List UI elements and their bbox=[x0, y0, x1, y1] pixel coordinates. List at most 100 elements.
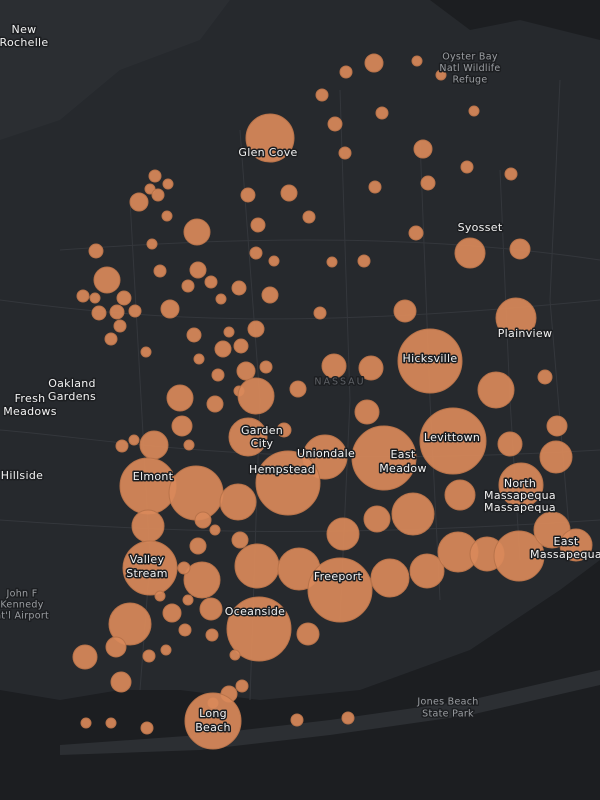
marker bbox=[327, 116, 343, 132]
marker bbox=[128, 434, 140, 446]
place-label: Garden bbox=[241, 424, 283, 437]
marker bbox=[214, 340, 232, 358]
place-label: North bbox=[504, 477, 536, 490]
marker bbox=[460, 160, 474, 174]
marker bbox=[205, 628, 219, 642]
marker bbox=[326, 517, 360, 551]
marker bbox=[168, 465, 224, 521]
place-label: nt'l Airport bbox=[0, 611, 49, 622]
marker bbox=[393, 299, 417, 323]
barrier-island bbox=[60, 670, 600, 755]
place-label: Meadow bbox=[379, 462, 427, 475]
place-label: Levittown bbox=[424, 431, 480, 444]
marker bbox=[204, 275, 218, 289]
marker bbox=[89, 292, 101, 304]
marker bbox=[151, 188, 165, 202]
marker bbox=[509, 238, 531, 260]
marker bbox=[183, 561, 221, 599]
marker bbox=[231, 280, 247, 296]
marker bbox=[363, 505, 391, 533]
marker bbox=[110, 671, 132, 693]
marker bbox=[144, 183, 156, 195]
marker bbox=[209, 524, 221, 536]
marker bbox=[409, 553, 445, 589]
marker bbox=[247, 320, 265, 338]
marker bbox=[116, 290, 132, 306]
marker bbox=[413, 139, 433, 159]
place-label: Rochelle bbox=[0, 36, 48, 49]
marker bbox=[72, 644, 98, 670]
place-label: Plainview bbox=[498, 327, 553, 340]
marker bbox=[181, 279, 195, 293]
marker bbox=[119, 457, 177, 515]
marker bbox=[148, 169, 162, 183]
marker bbox=[495, 297, 537, 339]
marker bbox=[497, 431, 523, 457]
place-label: Syosset bbox=[458, 221, 503, 234]
marker bbox=[546, 415, 568, 437]
marker bbox=[178, 623, 192, 637]
place-label: Freeport bbox=[314, 570, 363, 583]
place-label: Gardens bbox=[48, 390, 96, 403]
marker bbox=[307, 557, 373, 623]
marker bbox=[131, 509, 165, 543]
place-label: Hillside bbox=[1, 469, 43, 482]
marker bbox=[183, 439, 195, 451]
marker bbox=[375, 106, 389, 120]
marker bbox=[559, 528, 593, 562]
marker bbox=[339, 65, 353, 79]
marker bbox=[206, 395, 224, 413]
marker bbox=[189, 261, 207, 279]
marker bbox=[183, 218, 211, 246]
marker bbox=[186, 327, 202, 343]
marker bbox=[237, 377, 275, 415]
marker bbox=[259, 360, 273, 374]
marker bbox=[153, 264, 167, 278]
land-bronx bbox=[0, 0, 230, 140]
marker bbox=[161, 210, 173, 222]
marker bbox=[171, 415, 193, 437]
marker bbox=[189, 537, 207, 555]
marker bbox=[160, 644, 172, 656]
marker bbox=[108, 602, 152, 646]
place-label: Massapequa bbox=[530, 548, 600, 561]
marker bbox=[231, 531, 249, 549]
marker bbox=[162, 603, 182, 623]
marker bbox=[504, 167, 518, 181]
marker bbox=[250, 217, 266, 233]
place-label: State Park bbox=[422, 709, 474, 720]
marker bbox=[268, 255, 280, 267]
place-label: Fresh bbox=[15, 392, 46, 405]
marker bbox=[142, 649, 156, 663]
marker bbox=[368, 180, 382, 194]
marker bbox=[128, 304, 142, 318]
marker bbox=[211, 368, 225, 382]
marker bbox=[391, 492, 435, 536]
marker bbox=[411, 55, 423, 67]
marker bbox=[113, 319, 127, 333]
marker bbox=[364, 53, 384, 73]
marker bbox=[315, 88, 329, 102]
place-label: East bbox=[391, 448, 416, 461]
marker bbox=[226, 596, 292, 662]
place-label: John F bbox=[6, 589, 38, 600]
marker bbox=[122, 540, 178, 596]
place-label: Hempstead bbox=[249, 463, 315, 476]
marker bbox=[182, 594, 194, 606]
marker bbox=[166, 384, 194, 412]
marker bbox=[249, 246, 263, 260]
marker bbox=[105, 717, 117, 729]
marker bbox=[370, 558, 410, 598]
marker bbox=[234, 543, 280, 589]
marker bbox=[326, 256, 338, 268]
marker bbox=[255, 450, 321, 516]
place-label: Long bbox=[199, 707, 227, 720]
place-label: Hicksville bbox=[403, 352, 458, 365]
marker bbox=[539, 440, 573, 474]
marker bbox=[276, 422, 292, 438]
place-label: Massapequa bbox=[484, 489, 556, 502]
marker bbox=[245, 113, 295, 163]
marker bbox=[105, 636, 127, 658]
